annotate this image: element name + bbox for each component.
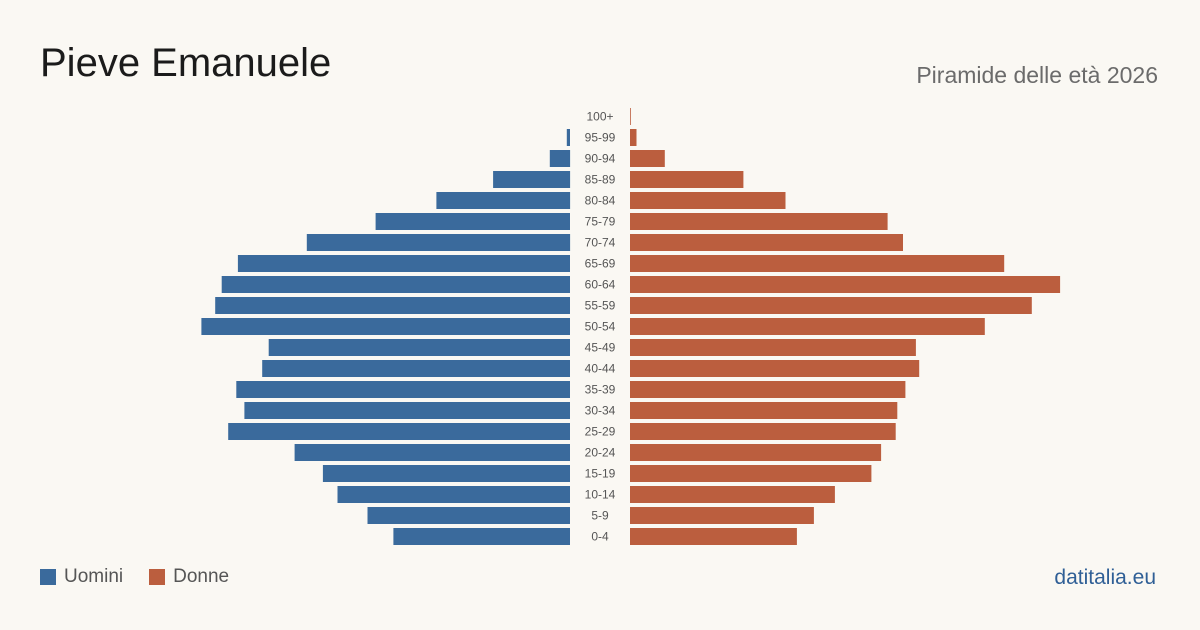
bar-men-80-84 bbox=[436, 192, 571, 209]
bar-women-30-34 bbox=[630, 402, 898, 419]
bar-women-95-99 bbox=[630, 129, 637, 146]
bar-women-35-39 bbox=[630, 381, 906, 398]
bar-women-65-69 bbox=[630, 255, 1005, 272]
bar-men-75-79 bbox=[375, 213, 570, 230]
bar-men-15-19 bbox=[322, 465, 570, 482]
bar-women-55-59 bbox=[630, 297, 1032, 314]
age-group-label: 35-39 bbox=[585, 383, 616, 397]
age-group-label: 20-24 bbox=[585, 446, 616, 460]
bar-men-25-29 bbox=[228, 423, 570, 440]
bar-men-5-9 bbox=[367, 507, 570, 524]
bar-women-100+ bbox=[630, 108, 631, 125]
bar-women-60-64 bbox=[630, 276, 1061, 293]
age-group-label: 45-49 bbox=[585, 341, 616, 355]
bar-men-95-99 bbox=[566, 129, 570, 146]
bar-women-10-14 bbox=[630, 486, 835, 503]
bar-men-45-49 bbox=[268, 339, 570, 356]
age-group-label: 60-64 bbox=[585, 278, 616, 292]
bar-men-20-24 bbox=[294, 444, 570, 461]
age-group-label: 65-69 bbox=[585, 257, 616, 271]
age-group-label: 10-14 bbox=[585, 488, 616, 502]
age-group-label: 5-9 bbox=[591, 509, 609, 523]
legend-label-men: Uomini bbox=[64, 566, 124, 587]
age-group-label: 50-54 bbox=[585, 320, 616, 334]
legend-swatch-women bbox=[149, 569, 166, 585]
age-group-label: 55-59 bbox=[585, 299, 616, 313]
age-group-label: 95-99 bbox=[585, 131, 616, 145]
age-group-label: 70-74 bbox=[585, 236, 616, 250]
legend-item-women: Donne bbox=[149, 566, 229, 588]
bar-men-10-14 bbox=[337, 486, 570, 503]
bar-women-20-24 bbox=[630, 444, 882, 461]
bar-men-30-34 bbox=[244, 402, 570, 419]
bar-women-25-29 bbox=[630, 423, 896, 440]
bar-men-90-94 bbox=[549, 150, 571, 167]
age-group-label: 90-94 bbox=[585, 152, 616, 166]
age-group-label: 15-19 bbox=[585, 467, 616, 481]
bar-women-40-44 bbox=[630, 360, 920, 377]
bar-men-40-44 bbox=[262, 360, 570, 377]
age-group-label: 30-34 bbox=[585, 404, 616, 418]
legend-swatch-men bbox=[40, 569, 56, 585]
bar-women-0-4 bbox=[630, 528, 797, 545]
chart-legend: Uomini Donne bbox=[40, 566, 255, 588]
bar-women-5-9 bbox=[630, 507, 814, 524]
bar-women-90-94 bbox=[630, 150, 665, 167]
bar-women-85-89 bbox=[630, 171, 744, 188]
page-title: Pieve Emanuele bbox=[40, 41, 332, 85]
bar-women-50-54 bbox=[630, 318, 985, 335]
bar-women-45-49 bbox=[630, 339, 916, 356]
age-group-label: 85-89 bbox=[585, 173, 616, 187]
age-group-label: 100+ bbox=[586, 110, 613, 124]
age-group-label: 0-4 bbox=[591, 530, 609, 544]
bar-men-50-54 bbox=[201, 318, 570, 335]
age-group-label: 25-29 bbox=[585, 425, 616, 439]
bar-women-70-74 bbox=[630, 234, 903, 251]
legend-label-women: Donne bbox=[173, 566, 230, 587]
bar-men-70-74 bbox=[306, 234, 571, 251]
chart-subtitle: Piramide delle età 2026 bbox=[916, 62, 1158, 88]
bar-men-60-64 bbox=[221, 276, 570, 293]
bar-women-80-84 bbox=[630, 192, 786, 209]
bar-men-55-59 bbox=[215, 297, 570, 314]
bar-women-15-19 bbox=[630, 465, 872, 482]
bar-women-75-79 bbox=[630, 213, 888, 230]
bar-men-0-4 bbox=[393, 528, 570, 545]
bar-men-85-89 bbox=[493, 171, 571, 188]
legend-item-men: Uomini bbox=[40, 566, 123, 588]
bar-men-35-39 bbox=[236, 381, 571, 398]
bar-men-65-69 bbox=[237, 255, 570, 272]
age-group-label: 75-79 bbox=[585, 215, 616, 229]
age-group-label: 80-84 bbox=[585, 194, 616, 208]
age-group-label: 40-44 bbox=[585, 362, 616, 376]
source-link[interactable]: datitalia.eu bbox=[1054, 566, 1156, 589]
